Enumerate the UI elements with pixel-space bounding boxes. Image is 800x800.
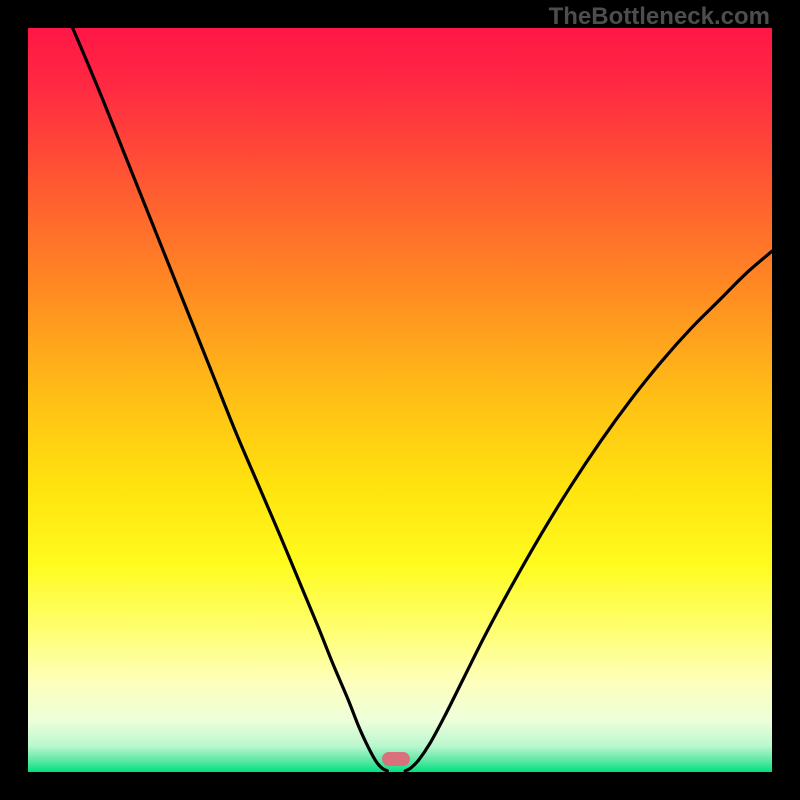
attribution-text: TheBottleneck.com [549, 3, 770, 31]
outer-frame: TheBottleneck.com [0, 0, 800, 800]
gradient-background [28, 28, 772, 772]
plot-area [28, 28, 772, 772]
valley-marker [382, 752, 410, 766]
